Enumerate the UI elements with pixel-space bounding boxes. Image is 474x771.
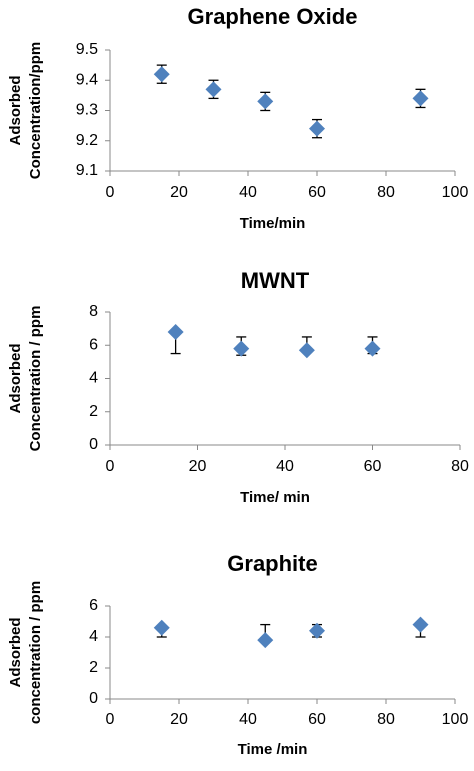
marker bbox=[309, 120, 325, 137]
y-tick-label: 6 bbox=[89, 597, 98, 614]
y-tick-label: 2 bbox=[89, 659, 98, 676]
marker bbox=[412, 90, 429, 107]
x-axis-label: Time /min bbox=[238, 741, 308, 758]
x-tick-label: 60 bbox=[308, 184, 326, 201]
x-tick-label: 40 bbox=[239, 184, 257, 201]
y-axis-label: Concentration/ppm bbox=[27, 42, 44, 180]
x-tick-label: 100 bbox=[442, 711, 469, 728]
x-axis-label: Time/min bbox=[240, 215, 306, 232]
y-tick-label: 2 bbox=[89, 403, 98, 420]
y-axis-label: concentration / ppm bbox=[27, 581, 44, 724]
marker bbox=[167, 323, 184, 340]
x-tick-label: 60 bbox=[308, 711, 326, 728]
x-tick-label: 20 bbox=[170, 184, 188, 201]
marker bbox=[309, 622, 325, 639]
marker bbox=[257, 93, 274, 110]
y-axis-label: Adsorbed bbox=[7, 75, 24, 145]
x-tick-label: 0 bbox=[106, 458, 115, 475]
x-tick-label: 20 bbox=[189, 458, 207, 475]
marker bbox=[364, 340, 381, 357]
x-axis-label: Time/ min bbox=[240, 489, 310, 506]
y-tick-label: 6 bbox=[89, 336, 98, 353]
x-tick-label: 80 bbox=[377, 711, 395, 728]
y-axis-label: Adsorbed bbox=[7, 343, 24, 413]
marker bbox=[233, 340, 250, 357]
marker bbox=[412, 616, 429, 633]
chart-title: Graphene Oxide bbox=[188, 4, 358, 29]
chart-title: Graphite bbox=[227, 551, 317, 576]
y-tick-label: 9.2 bbox=[76, 132, 98, 149]
x-tick-label: 40 bbox=[239, 711, 257, 728]
y-tick-label: 9.4 bbox=[76, 71, 98, 88]
y-tick-label: 0 bbox=[89, 690, 98, 707]
marker bbox=[205, 81, 222, 98]
y-tick-label: 9.1 bbox=[76, 162, 98, 179]
y-tick-label: 0 bbox=[89, 436, 98, 453]
y-tick-label: 4 bbox=[89, 370, 98, 387]
y-axis-label: Concentration / ppm bbox=[27, 306, 44, 452]
marker bbox=[298, 342, 315, 359]
x-tick-label: 80 bbox=[451, 458, 469, 475]
marker bbox=[153, 66, 170, 83]
y-tick-label: 9.5 bbox=[76, 41, 98, 58]
y-tick-label: 8 bbox=[89, 303, 98, 320]
x-tick-label: 40 bbox=[276, 458, 294, 475]
y-tick-label: 4 bbox=[89, 628, 98, 645]
x-tick-label: 80 bbox=[377, 184, 395, 201]
chart-title: MWNT bbox=[241, 268, 310, 293]
marker bbox=[153, 619, 170, 636]
y-axis-label: Adsorbed bbox=[7, 617, 24, 687]
marker bbox=[257, 632, 274, 649]
x-tick-label: 60 bbox=[364, 458, 382, 475]
x-tick-label: 100 bbox=[442, 184, 469, 201]
x-tick-label: 0 bbox=[106, 711, 115, 728]
x-tick-label: 0 bbox=[106, 184, 115, 201]
y-tick-label: 9.3 bbox=[76, 102, 98, 119]
x-tick-label: 20 bbox=[170, 711, 188, 728]
